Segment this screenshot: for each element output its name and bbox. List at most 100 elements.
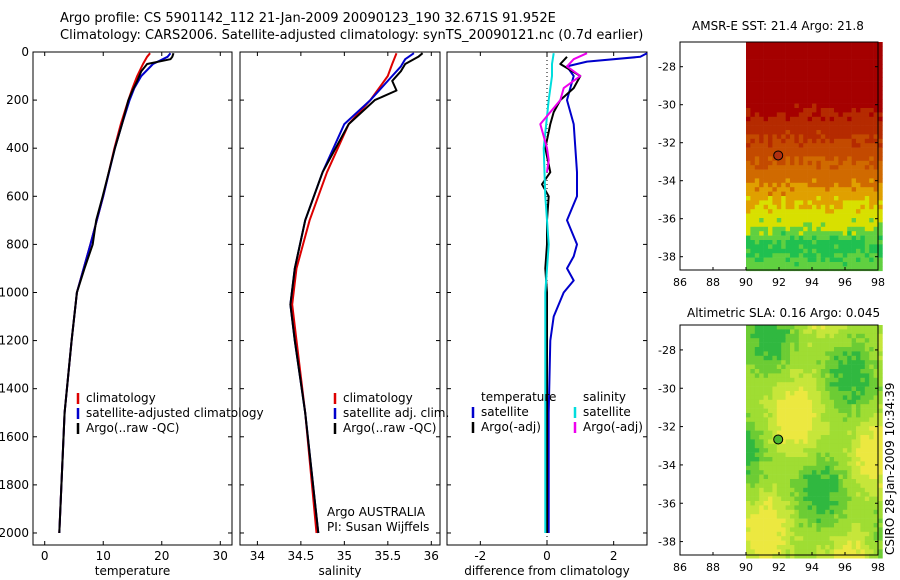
sst-map-cell [842,222,848,228]
sst-map-cell [820,72,826,78]
sla-map-cell [816,523,822,528]
sla-map-cell [847,369,852,374]
x-tick-label-salinity: 34.5 [288,549,315,563]
sla-map-cell [807,430,813,436]
sst-map-cell [829,86,835,91]
sla-map-cell [803,439,808,445]
sst-x-tick-label: 90 [739,276,753,289]
sst-map-cell [847,59,852,65]
sst-map-cell [746,130,751,135]
sla-map-cell [851,474,857,480]
sst-map-cell [763,72,769,78]
sst-map-cell [816,81,822,87]
sla-map-cell [803,325,808,330]
sst-map-cell [759,253,764,258]
sst-map-cell [785,50,791,56]
sst-map-cell [754,213,760,219]
sst-map-cell [759,218,764,223]
sla-map-cell [847,426,852,431]
sst-map-cell [816,121,822,126]
sst-map-cell [834,94,839,100]
sla-map-cell [798,435,804,440]
sst-map-cell [864,72,870,78]
sst-map-cell [750,108,756,113]
sst-map-cell [820,213,826,219]
sla-map-cell [860,426,866,431]
sla-map-cell [878,549,883,555]
sst-map-cell [746,178,751,184]
sla-map-cell [785,338,791,343]
sst-map-cell [878,196,883,201]
sst-map-cell [834,55,839,60]
sla-map-cell [820,549,826,555]
sla-map-cell [790,457,795,462]
sla-map-cell [750,382,756,387]
sst-map-cell [812,46,817,52]
sst-map-cell [754,147,760,153]
sst-map-cell [825,103,830,109]
sla-map-cell [878,540,883,546]
sst-map-cell [812,112,817,118]
sst-map-cell [803,165,808,170]
sst-map-cell [851,50,857,56]
sst-map-cell [816,152,822,157]
sst-map-cell [798,147,804,153]
x-tick-label-difference: 2 [610,549,618,563]
sla-map-cell [750,439,756,445]
sla-map-cell [820,523,826,528]
sla-map-cell [825,465,830,471]
sst-map-cell [785,253,791,258]
sst-map-cell [768,86,773,91]
sla-map-cell [838,452,844,458]
sla-map-cell [790,347,795,352]
sst-map-cell [829,125,835,131]
sst-map-cell [860,262,866,267]
sla-map-cell [834,329,839,335]
sst-map-cell [860,147,866,153]
sst-map-cell [847,235,852,241]
sst-map-cell [763,121,769,126]
sla-map-cell [873,386,879,392]
sla-map-cell [776,505,782,511]
sst-map-cell [750,94,756,100]
sst-map-cell [794,231,800,236]
sst-map-cell [851,262,857,267]
sla-map-cell [878,553,883,559]
sst-map-cell [776,99,782,104]
sst-map-cell [807,46,813,52]
sla-map-cell [878,465,883,471]
sst-map-cell [798,262,804,267]
sla-map-cell [842,514,848,519]
sst-map-cell [851,147,857,153]
figure-title-line-2: Climatology: CARS2006. Satellite-adjuste… [60,28,644,43]
sla-map-cell [847,448,852,453]
sst-map-cell [838,235,844,241]
sst-map-cell [763,235,769,241]
sla-map-cell [772,347,778,352]
sla-map-cell [856,553,861,559]
sst-map-cell [820,94,826,100]
sst-map-cell [750,103,756,109]
sla-map-cell [869,435,874,440]
sst-map-cell [878,156,883,162]
sla-map-cell [847,391,852,396]
sst-map-cell [812,50,817,56]
sst-map-cell [754,143,760,148]
sst-map-cell [790,81,795,87]
sla-map-cell [829,505,835,511]
sla-map-cell [763,553,769,559]
sst-map-cell [794,94,800,100]
sst-map-cell [807,178,813,184]
sla-map-cell [798,426,804,431]
sla-map-cell [768,514,773,519]
sla-map-cell [759,355,764,361]
sst-map-cell [790,218,795,223]
sla-map-cell [812,470,817,475]
sst-map-cell [785,81,791,87]
sla-map-cell [864,408,870,414]
sst-map-cell [807,218,813,223]
sla-map-cell [820,430,826,436]
sla-map-cell [856,391,861,396]
sst-map-cell [812,187,817,192]
sla-map-cell [856,333,861,339]
